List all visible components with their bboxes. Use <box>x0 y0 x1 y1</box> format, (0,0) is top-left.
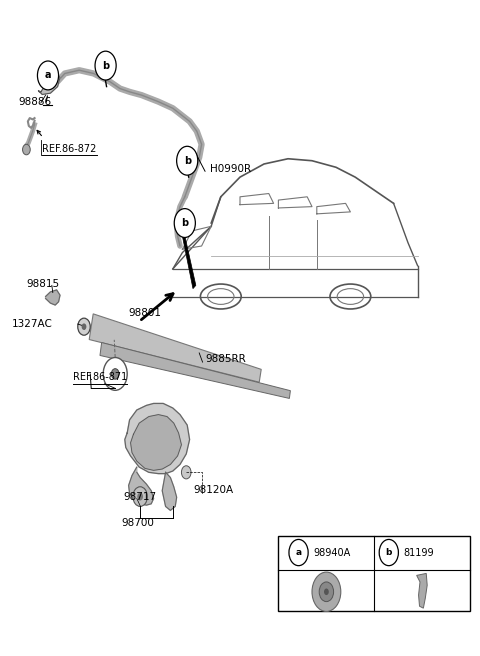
Circle shape <box>319 582 334 602</box>
Text: 98700: 98700 <box>122 518 155 528</box>
Circle shape <box>37 61 59 90</box>
Polygon shape <box>162 472 177 510</box>
Text: 98815: 98815 <box>26 279 60 289</box>
Text: a: a <box>296 548 301 557</box>
Text: 9885RR: 9885RR <box>205 354 246 364</box>
Polygon shape <box>182 234 196 289</box>
Text: a: a <box>45 70 51 81</box>
Circle shape <box>324 588 329 595</box>
Text: 81199: 81199 <box>403 548 434 558</box>
Text: REF.86-872: REF.86-872 <box>42 144 96 154</box>
Circle shape <box>111 369 119 379</box>
Polygon shape <box>131 415 181 470</box>
Polygon shape <box>129 467 154 505</box>
Circle shape <box>137 493 143 501</box>
Polygon shape <box>125 403 190 474</box>
Circle shape <box>174 209 195 237</box>
Text: b: b <box>102 60 109 71</box>
Text: 98801: 98801 <box>129 308 162 318</box>
Text: 98886: 98886 <box>18 97 51 107</box>
Text: 1327AC: 1327AC <box>12 319 53 329</box>
Text: b: b <box>184 155 191 166</box>
Polygon shape <box>100 342 290 398</box>
Text: 98717: 98717 <box>124 492 157 502</box>
Polygon shape <box>417 573 427 608</box>
Circle shape <box>133 487 147 506</box>
Text: 98940A: 98940A <box>313 548 350 558</box>
Circle shape <box>177 146 198 175</box>
Circle shape <box>103 358 127 390</box>
Polygon shape <box>38 73 60 94</box>
Text: b: b <box>385 548 392 557</box>
Circle shape <box>78 318 90 335</box>
Text: 98120A: 98120A <box>193 485 233 495</box>
Circle shape <box>312 572 341 611</box>
Circle shape <box>379 539 398 565</box>
Circle shape <box>181 466 191 479</box>
Text: H0990R: H0990R <box>210 164 252 174</box>
Polygon shape <box>89 314 261 382</box>
Polygon shape <box>46 290 60 305</box>
Text: b: b <box>181 218 188 228</box>
Circle shape <box>95 51 116 80</box>
Text: REF.86-871: REF.86-871 <box>73 373 127 382</box>
Circle shape <box>289 539 308 565</box>
Circle shape <box>23 144 30 155</box>
Bar <box>278 536 470 611</box>
Circle shape <box>82 323 86 330</box>
